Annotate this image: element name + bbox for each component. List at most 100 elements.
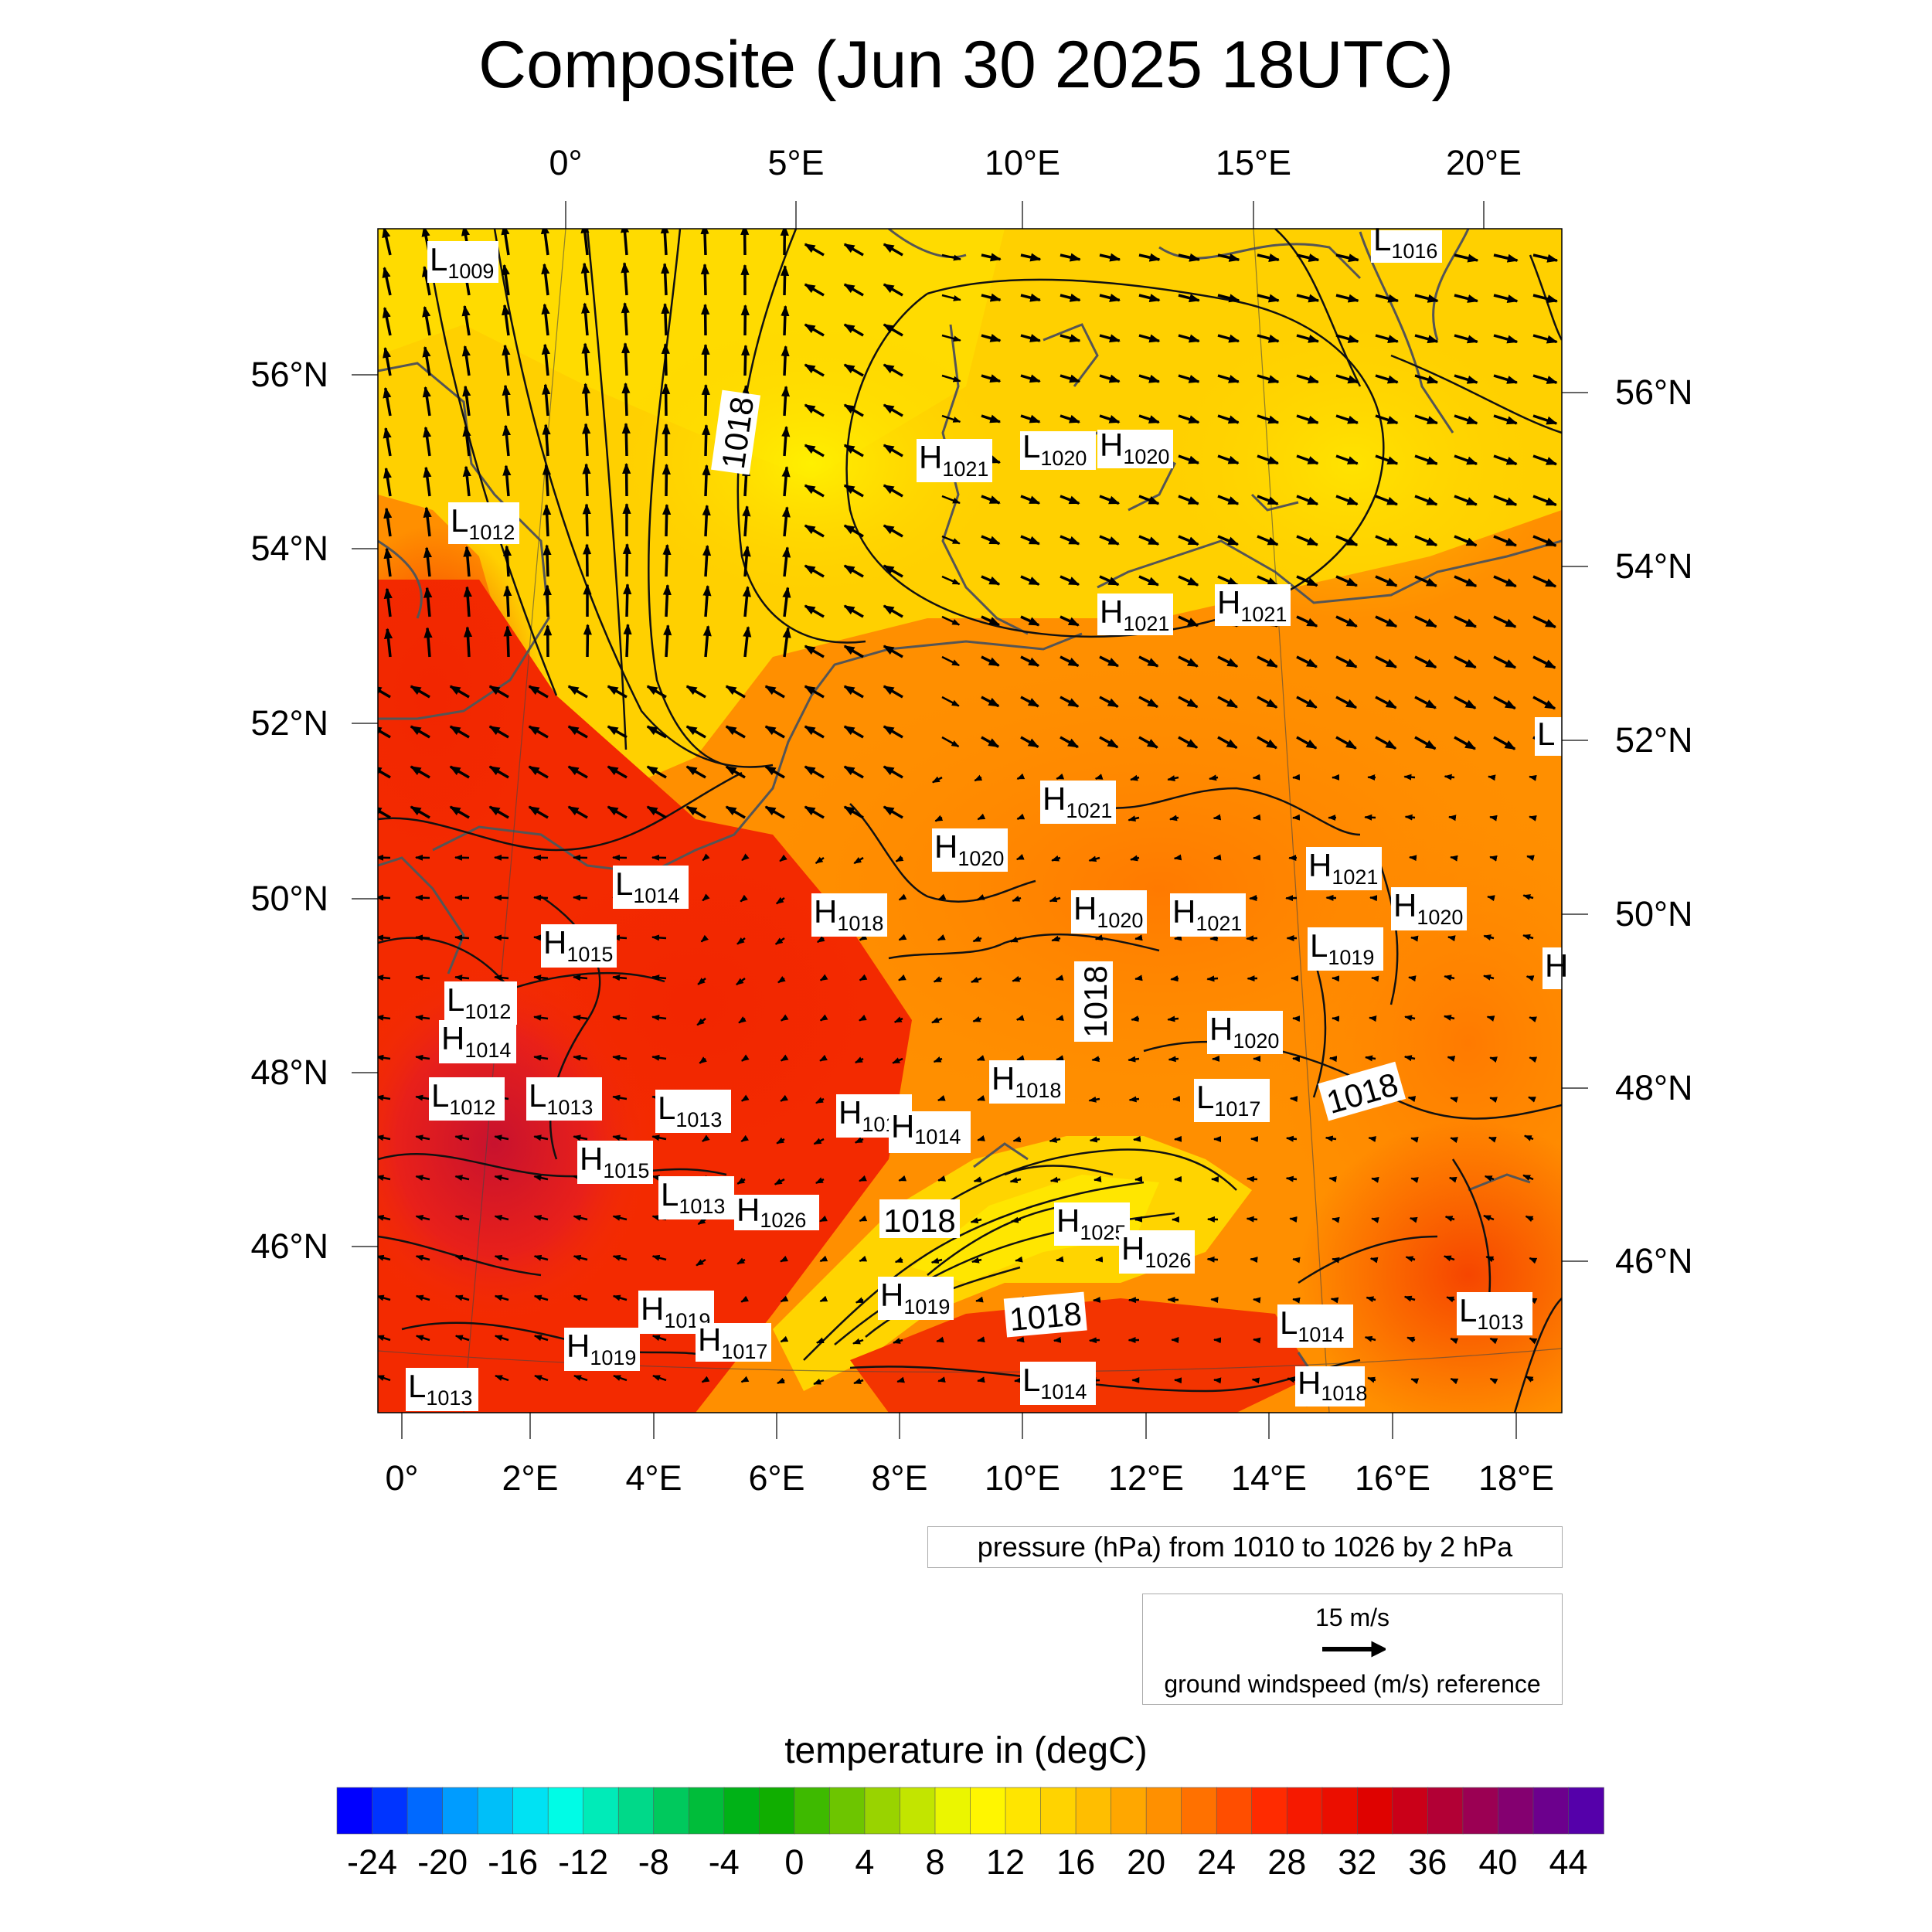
svg-text:L1016: L1016 [1373, 221, 1437, 263]
top-longitude-labels: 0° 5°E 10°E 15°E 20°E [549, 143, 1522, 182]
wind-vector [651, 1054, 667, 1061]
wind-vector [1178, 414, 1200, 424]
wind-vector [883, 403, 903, 417]
wind-vector [461, 304, 471, 336]
graticule-ticks [352, 201, 1588, 1439]
pressure-center-label: L1013 [655, 1090, 731, 1133]
wind-vector [780, 1255, 788, 1263]
wind-vector [1138, 535, 1160, 546]
wind-vector [1020, 334, 1042, 342]
wind-vector [1099, 696, 1119, 708]
wind-vector [1375, 294, 1400, 303]
wind-vector [971, 1257, 982, 1264]
wind-vector [1257, 575, 1279, 587]
wind-vector [1296, 736, 1318, 750]
wind-vector [725, 725, 746, 739]
wind-vector [1414, 454, 1438, 465]
wind-vector [893, 1016, 903, 1023]
colorbar-cell [970, 1787, 1006, 1835]
wind-vector [573, 894, 588, 901]
pressure-center-label: H1021 [1040, 781, 1116, 824]
wind-vector [883, 444, 903, 457]
colorbar-cell [1181, 1787, 1218, 1835]
wind-vector [378, 685, 391, 699]
wind-vector [702, 545, 712, 577]
wind-vector [1131, 1015, 1140, 1022]
lat-label: 52°N [1615, 720, 1693, 760]
colorbar-tick-label: 12 [986, 1842, 1025, 1882]
wind-vector [781, 345, 790, 376]
wind-vector [738, 1016, 747, 1024]
wind-vector [1493, 736, 1516, 750]
wind-vector [696, 1018, 706, 1026]
wind-vector [742, 586, 752, 617]
svg-text:H1020: H1020 [1073, 890, 1143, 932]
center-type: L [1022, 1362, 1040, 1398]
svg-text:H1020: H1020 [1209, 1011, 1279, 1053]
wind-vector [816, 935, 825, 944]
wind-vector [542, 464, 552, 497]
wind-vector [1049, 1176, 1061, 1183]
lat-label: 46°N [1615, 1241, 1693, 1281]
wind-vector [941, 253, 961, 261]
wind-vector [941, 535, 961, 545]
wind-vector [582, 423, 591, 457]
wind-vector [573, 1014, 588, 1021]
wind-vector [1130, 774, 1140, 781]
wind-vector [454, 934, 470, 941]
wind-vector [740, 1094, 750, 1102]
pressure-center-label: L1013 [406, 1368, 478, 1411]
center-value: 1021 [1066, 799, 1112, 822]
center-type: H [566, 1328, 590, 1364]
wind-vector [382, 307, 392, 336]
right-latitude-labels: 56°N 54°N 52°N 50°N 48°N 46°N [1615, 372, 1693, 1281]
svg-text:H1018: H1018 [1298, 1365, 1367, 1405]
wind-vector [1217, 374, 1240, 383]
wind-vector [1335, 334, 1359, 343]
wind-vector [1296, 253, 1320, 263]
wind-vector [736, 977, 746, 986]
wind-vector [612, 1054, 628, 1061]
wind-vector [1178, 294, 1200, 303]
svg-text:H1017: H1017 [698, 1321, 767, 1363]
wind-vector [941, 696, 960, 707]
wind-vector [533, 1215, 549, 1221]
center-value: 1019 [590, 1346, 636, 1369]
svg-text:L1014: L1014 [1022, 1362, 1087, 1403]
wind-vector [702, 504, 711, 537]
center-type: H [1172, 893, 1196, 930]
wind-vector [463, 626, 473, 658]
wind-vector [804, 444, 825, 457]
wind-vector [1493, 615, 1517, 628]
center-value: 1020 [1417, 906, 1463, 929]
wind-vector [1375, 495, 1399, 506]
weather-map[interactable]: 1018 1018 1018 1018 1018 L1009 L1016 L10… [0, 0, 1932, 1499]
svg-text:H1015: H1015 [580, 1141, 649, 1182]
wind-vector [1060, 495, 1080, 505]
wind-vector [1296, 495, 1319, 506]
wind-vector [1447, 1056, 1456, 1062]
wind-vector [782, 627, 791, 658]
wind-vector [1414, 334, 1439, 344]
wind-vector [1060, 374, 1081, 383]
wind-vector [804, 283, 825, 297]
wind-vector [1448, 1176, 1458, 1183]
center-value: 1021 [942, 457, 988, 481]
wind-vector [1446, 1296, 1455, 1303]
wind-vector [972, 1015, 982, 1022]
colorbar-cell [1145, 1787, 1182, 1835]
wind-vector [378, 1175, 391, 1182]
map-title: Composite (Jun 30 2025 18UTC) [478, 28, 1454, 102]
wind-vector [1217, 736, 1238, 750]
left-latitude-labels: 56°N 54°N 52°N 50°N 48°N 46°N [250, 355, 328, 1266]
wind-vector [736, 1177, 746, 1185]
wind-vector [702, 853, 710, 862]
wind-vector [1454, 414, 1478, 425]
center-value: 1013 [679, 1195, 725, 1218]
wind-vector [1257, 495, 1279, 505]
svg-text:H1021: H1021 [1172, 893, 1242, 935]
wind-vector [1094, 934, 1104, 941]
wind-vector [804, 243, 825, 257]
wind-vector [1410, 1378, 1420, 1385]
wind-vector [463, 546, 472, 577]
